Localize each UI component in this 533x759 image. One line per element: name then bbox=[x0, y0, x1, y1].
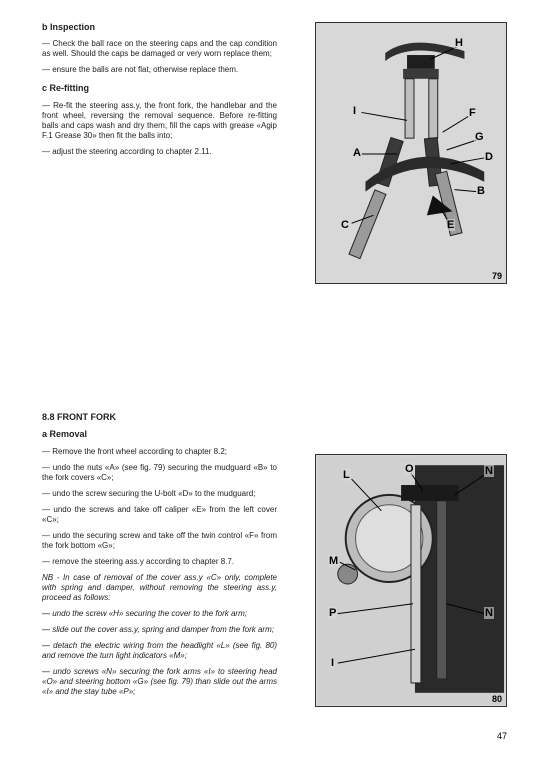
para-9: — detach the electric wiring from the he… bbox=[42, 641, 277, 661]
label-i: I bbox=[352, 105, 357, 117]
para-3: — undo the screw securing the U-bolt «D»… bbox=[42, 489, 277, 499]
label-c: C bbox=[340, 219, 350, 231]
label-m: M bbox=[328, 555, 339, 567]
page: b Inspection — Check the ball race on th… bbox=[0, 0, 533, 759]
heading-inspection: b Inspection bbox=[42, 22, 277, 33]
label-i2: I bbox=[330, 657, 335, 669]
label-h: H bbox=[454, 37, 464, 49]
para-10: — undo screws «N» securing the fork arms… bbox=[42, 667, 277, 697]
label-n-side: N bbox=[484, 607, 494, 619]
label-l: L bbox=[342, 469, 351, 481]
label-n-top: N bbox=[484, 465, 494, 477]
page-number: 47 bbox=[497, 731, 507, 741]
label-e: E bbox=[446, 219, 455, 231]
para-b2: — ensure the balls are not flat, otherwi… bbox=[42, 65, 277, 75]
figure-80-number: 80 bbox=[492, 694, 502, 704]
para-7: — undo the screw «H» securing the cover … bbox=[42, 609, 277, 619]
label-o: O bbox=[404, 463, 415, 475]
figure-80: L O N M P I N 80 bbox=[315, 454, 507, 707]
top-text-column: b Inspection — Check the ball race on th… bbox=[42, 22, 277, 322]
label-a: A bbox=[352, 147, 362, 159]
figure-79: H I A C F G D B E 79 bbox=[315, 22, 507, 284]
para-4: — undo the screws and take off caliper «… bbox=[42, 505, 277, 525]
figure-79-number: 79 bbox=[492, 271, 502, 281]
para-5: — undo the securing screw and take off t… bbox=[42, 531, 277, 551]
figure-80-svg bbox=[316, 455, 506, 706]
heading-front-fork: 8.8 FRONT FORK bbox=[42, 412, 277, 423]
heading-removal: a Removal bbox=[42, 429, 277, 440]
heading-refitting: c Re-fitting bbox=[42, 83, 277, 94]
para-nb: NB - In case of removal of the cover ass… bbox=[42, 573, 277, 603]
para-6: — remove the steering ass.y according to… bbox=[42, 557, 277, 567]
figure-79-svg bbox=[316, 23, 506, 283]
label-f: F bbox=[468, 107, 477, 119]
label-b: B bbox=[476, 185, 486, 197]
para-b1: — Check the ball race on the steering ca… bbox=[42, 39, 277, 59]
para-c2: — adjust the steering according to chapt… bbox=[42, 147, 277, 157]
bottom-text-column: 8.8 FRONT FORK a Removal — Remove the fr… bbox=[42, 412, 277, 703]
para-c1: — Re-fit the steering ass.y, the front f… bbox=[42, 101, 277, 141]
label-d: D bbox=[484, 151, 494, 163]
para-2: — undo the nuts «A» (see fig. 79) securi… bbox=[42, 463, 277, 483]
para-1: — Remove the front wheel according to ch… bbox=[42, 447, 277, 457]
label-g: G bbox=[474, 131, 485, 143]
label-p: P bbox=[328, 607, 337, 619]
para-8: — slide out the cover ass.y, spring and … bbox=[42, 625, 277, 635]
